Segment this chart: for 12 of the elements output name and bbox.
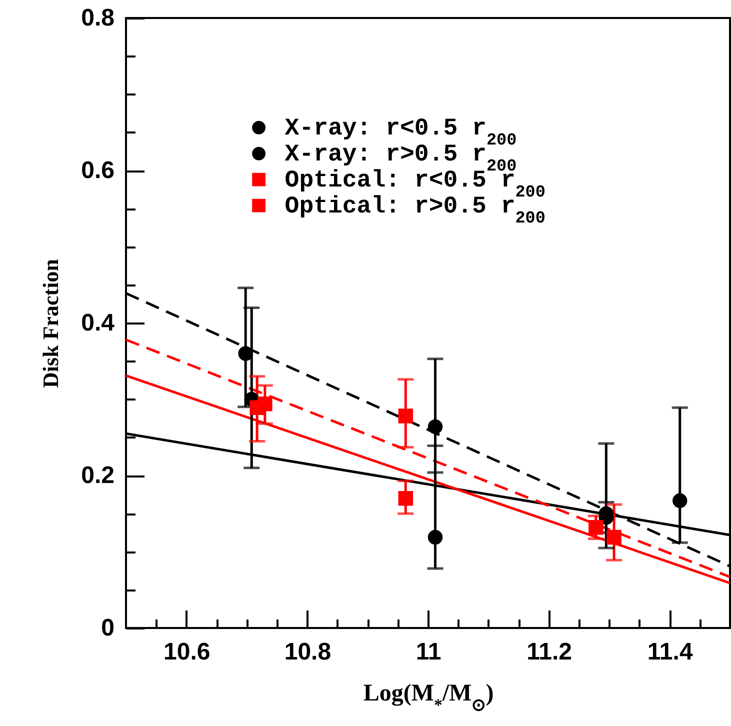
y-tick-label: 0.8 <box>81 4 114 32</box>
y-axis-title: Disk Fraction <box>38 259 64 388</box>
x-tick-label: 11 <box>416 638 442 666</box>
y-tick-label: 0 <box>101 614 114 642</box>
y-tick-label: 0.2 <box>81 462 114 489</box>
y-tick-label: 0.6 <box>81 157 114 184</box>
y-tick-label: 0.4 <box>81 310 116 336</box>
x-tick-label: 10.8 <box>284 638 332 666</box>
x-tick-label: 11.2 <box>526 638 572 666</box>
x-tick-label: 11.4 <box>647 638 694 666</box>
x-axis-title: Log(M$_{*}$/M$_{⊙}$) <box>363 680 494 714</box>
x-tick-label: 10.6 <box>164 638 210 666</box>
